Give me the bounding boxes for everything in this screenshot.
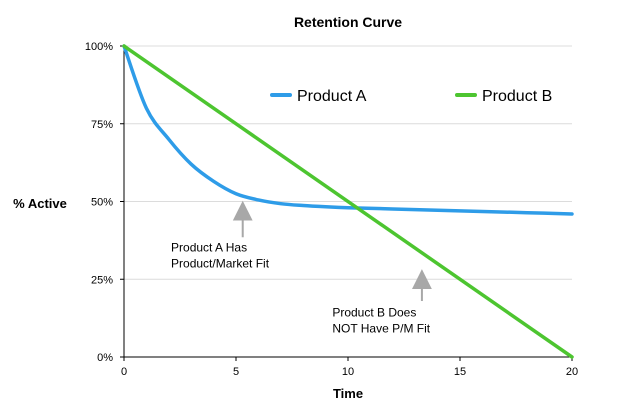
x-axis-label: Time [333,386,363,401]
legend-label: Product A [297,88,367,105]
grid [124,45,572,280]
y-tick-label: 100% [85,41,113,53]
legend-label: Product B [482,88,552,105]
annotations: Product A Has Product/Market Fit Product B… [171,200,432,336]
y-axis-label: % Active [13,196,67,211]
x-tick-label: 20 [566,366,578,378]
x-tick-label: 10 [342,366,354,378]
annotation-text: Product A Has [171,240,247,254]
annotation-text: NOT Have P/M Fit [332,322,430,336]
x-tick-label: 5 [233,366,239,378]
y-tick-label: 25% [91,274,113,286]
x-tick-label: 15 [454,366,466,378]
x-ticks: 0 5 10 15 20 [121,357,578,378]
x-tick-label: 0 [121,366,127,378]
legend: Product A Product B [270,88,552,105]
y-tick-label: 50% [91,197,113,209]
chart-title: Retention Curve [294,14,402,30]
y-tick-label: 75% [91,119,113,131]
y-ticks: 0% 25% 50% 75% 100% [85,41,124,364]
annotation-text: Product/Market Fit [171,256,270,270]
series-line-product-a [122,44,574,216]
series-line-product-b [122,44,574,359]
series-group [122,44,574,359]
annotation-text: Product B Does [332,306,416,320]
y-tick-label: 0% [97,352,113,364]
